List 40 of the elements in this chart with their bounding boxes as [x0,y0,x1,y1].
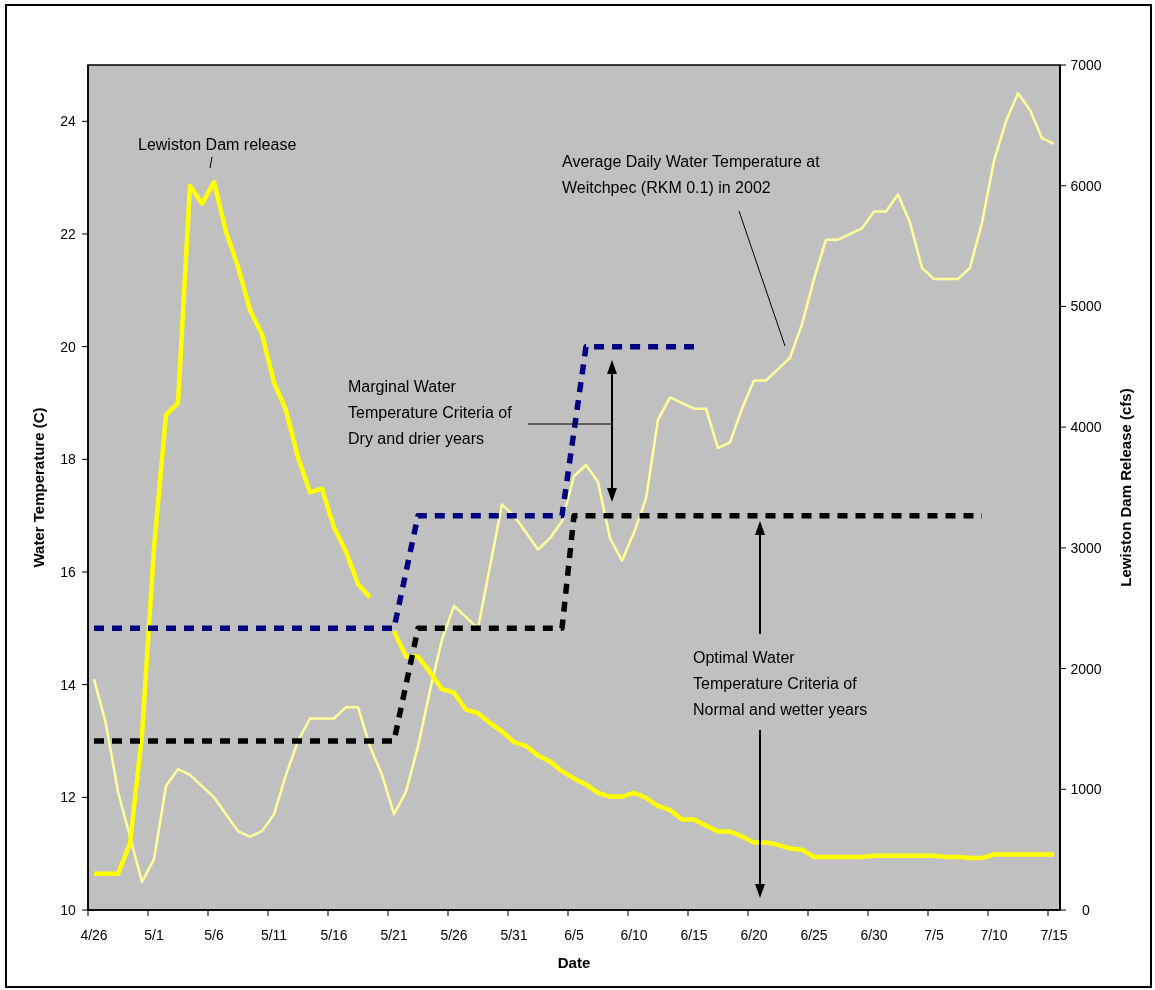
annotation: Average Daily Water Temperature at Weitchpec (RKM 0.1) in 2002 [562,153,821,196]
x-tick-label: 5/26 [440,927,468,943]
x-tick-label: 6/25 [800,927,828,943]
x-tick-label: 4/26 [80,927,108,943]
annotation: Marginal Water Temperature Criteria of Dry and drier years [348,378,513,447]
y-tick-label: 14 [60,676,76,693]
y-axis-title: Water Temperature (C) [30,407,47,568]
y2-tick-label: 7000 [1070,57,1102,73]
y-tick-label: 22 [60,226,76,242]
y-tick-label: 18 [60,451,76,468]
x-tick-label: 6/10 [620,927,648,943]
x-tick-label: 6/5 [564,927,584,943]
y2-tick-label: 6000 [1070,177,1102,194]
y2-tick-label: 4000 [1070,419,1102,436]
x-tick-label: 6/20 [740,927,768,943]
y-tick-label: 24 [60,113,76,130]
x-tick-label: 5/31 [500,927,528,943]
y2-tick-label: 2000 [1070,660,1102,677]
x-tick-label: 5/16 [320,927,348,943]
x-tick-label: 5/1 [144,927,164,943]
y2-tick-label: 0 [1082,902,1091,918]
y2-axis-title: Lewiston Dam Release (cfs) [1117,388,1134,587]
annotation: Optimal Water Temperature Criteria of Normal and wetter years [693,649,868,718]
y-tick-label: 20 [60,338,76,355]
x-tick-label: 7/15 [1040,927,1068,943]
x-tick-label: 6/30 [860,927,888,943]
x-tick-label: 7/5 [924,927,944,943]
y2-tick-label: 3000 [1070,539,1102,556]
x-tick-label: 6/15 [680,927,708,943]
y-tick-label: 12 [60,789,76,806]
y2-tick-label: 1000 [1070,781,1102,798]
x-tick-label: 5/11 [260,927,288,943]
annotation: Lewiston Dam release [138,136,297,153]
x-tick-label: 7/10 [980,927,1008,943]
x-tick-label: 5/21 [380,927,408,943]
y-tick-label: 10 [60,902,76,918]
x-axis-title: Date [557,954,591,971]
x-tick-label: 5/6 [204,927,224,943]
y2-tick-label: 5000 [1070,298,1102,315]
y-tick-label: 16 [60,564,76,580]
